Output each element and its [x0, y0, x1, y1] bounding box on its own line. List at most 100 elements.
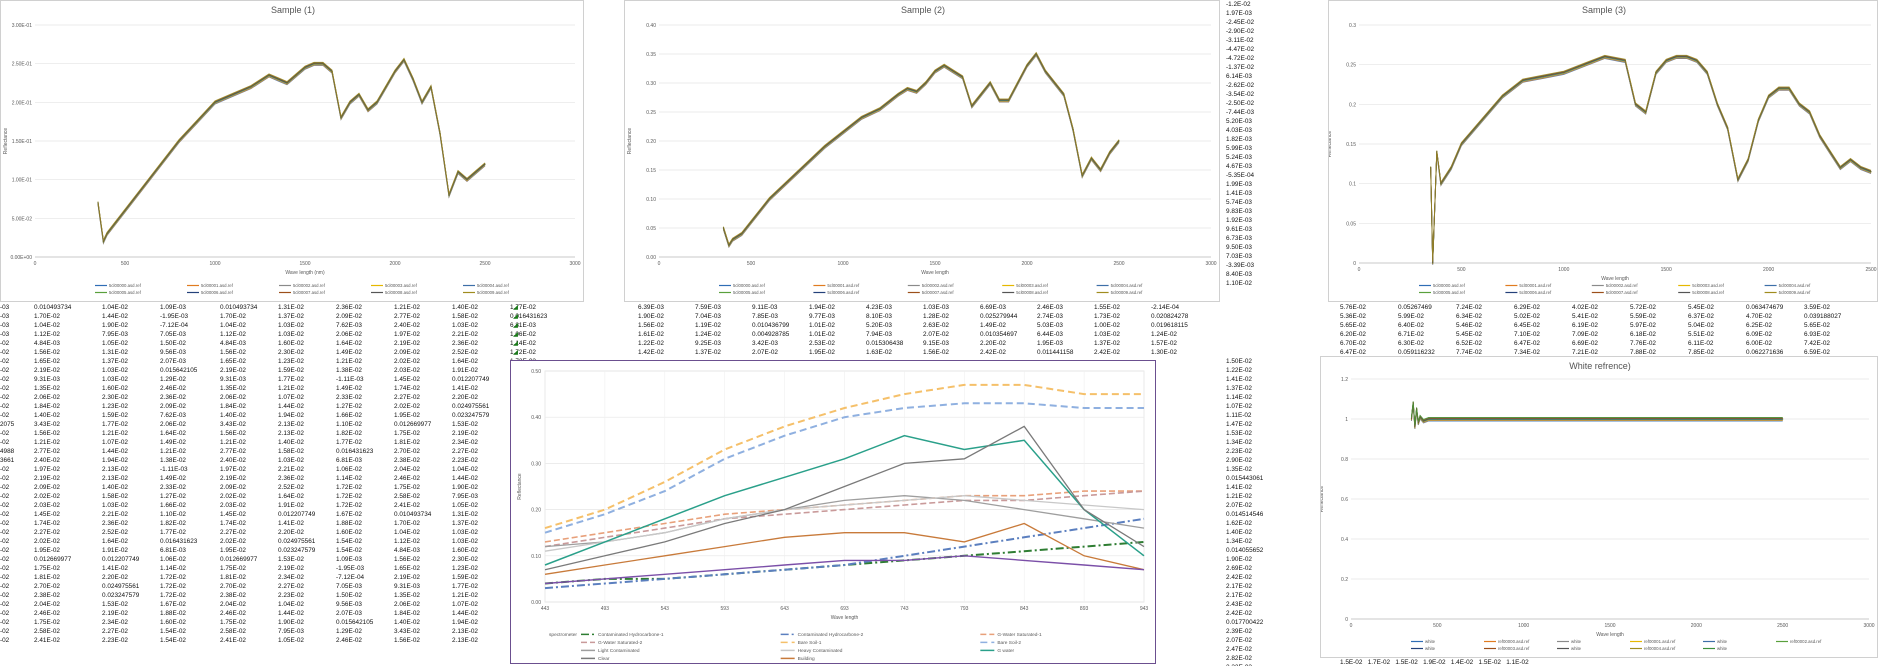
cell[interactable]: 1.64E-02 — [160, 430, 186, 437]
cell[interactable]: 2.04E-02 — [34, 601, 60, 608]
cell[interactable]: 2.77E-02 — [220, 448, 246, 455]
cell[interactable]: 1.53E-02 — [102, 601, 128, 608]
cell[interactable]: -4.72E-02 — [1226, 55, 1255, 62]
cell[interactable]: 2.07E-03 — [336, 610, 362, 617]
cell[interactable]: 1.05E-02 — [102, 340, 128, 347]
cell[interactable]: 1.04E-02 — [102, 304, 128, 311]
cell[interactable]: 2.58E-02 — [394, 493, 420, 500]
cell[interactable]: 1.06E-02 — [160, 556, 186, 563]
cell[interactable]: 1.19E-02 — [695, 322, 721, 329]
chart-sample-3[interactable]: Sample (3) 0 0.05 0.1 0.15 0.2 0.25 0.3 0 500 1000… — [1327, 0, 1878, 302]
cell[interactable]: 1.91E-02 — [102, 547, 128, 554]
cell[interactable]: 0.015642105 — [336, 619, 374, 626]
cell[interactable]: 2.27E-02 — [452, 448, 478, 455]
cell[interactable]: 6.45E-02 — [1514, 322, 1540, 329]
cell[interactable]: -02 — [0, 349, 10, 356]
cell[interactable]: 1.38E-02 — [160, 457, 186, 464]
cell[interactable]: -02 — [0, 412, 10, 419]
cell[interactable]: -02 — [0, 394, 10, 401]
cell[interactable]: 4.02E-02 — [1572, 304, 1598, 311]
cell[interactable]: 2.07E-02 — [1226, 637, 1252, 644]
cell[interactable]: 1.90E-02 — [452, 484, 478, 491]
cell[interactable]: 1.12E-02 — [34, 331, 60, 338]
cell[interactable]: 1.23E-02 — [452, 565, 478, 572]
cell[interactable]: 2.27E-02 — [394, 394, 420, 401]
cell[interactable]: 1.56E-02 — [220, 349, 246, 356]
cell[interactable]: 2.02E-02 — [34, 538, 60, 545]
cell[interactable]: 1.60E-02 — [160, 619, 186, 626]
cell[interactable]: 2.38E-02 — [394, 457, 420, 464]
cell[interactable]: 2.74E-03 — [1037, 313, 1063, 320]
cell[interactable]: 1.95E-02 — [34, 547, 60, 554]
cell[interactable]: 1.23E-02 — [102, 403, 128, 410]
cell[interactable]: 2.46E-02 — [220, 610, 246, 617]
cell[interactable]: 5.99E-02 — [1398, 313, 1424, 320]
cell[interactable]: 1.03E-03 — [923, 304, 949, 311]
cell[interactable]: 1.40E-02 — [278, 439, 304, 446]
cell[interactable]: 7.04E-03 — [695, 313, 721, 320]
cell[interactable]: 1.30E-02 — [1151, 349, 1177, 356]
cell[interactable]: -02 — [0, 358, 10, 365]
cell[interactable]: 8.10E-03 — [866, 313, 892, 320]
cell[interactable]: 6.69E-03 — [980, 304, 1006, 311]
cell[interactable]: 2.21E-02 — [278, 466, 304, 473]
cell[interactable]: -02 — [0, 538, 10, 545]
cell[interactable]: 1.03E-02 — [102, 367, 128, 374]
cell[interactable]: 2.23E-02 — [452, 457, 478, 464]
cell[interactable]: 7.88E-02 — [1630, 349, 1656, 356]
cell[interactable]: 1.91E-02 — [278, 502, 304, 509]
cell[interactable]: 1.41E-02 — [102, 565, 128, 572]
cell[interactable]: 4.84E-03 — [394, 547, 420, 554]
cell[interactable]: 1.75E-02 — [34, 565, 60, 572]
cell[interactable]: 1.35E-02 — [1226, 466, 1252, 473]
cell[interactable]: 9.11E-03 — [752, 304, 778, 311]
cell[interactable]: 9.77E-03 — [809, 313, 835, 320]
cell[interactable]: 9.31E-03 — [34, 376, 60, 383]
cell[interactable]: 2.19E-02 — [34, 367, 60, 374]
cell[interactable]: 1.21E-02 — [102, 430, 128, 437]
cell[interactable]: -03 — [0, 322, 10, 329]
cell[interactable]: 1.94E-02 — [278, 412, 304, 419]
cell[interactable]: 1.03E-02 — [1094, 331, 1120, 338]
cell[interactable]: 2.58E-02 — [220, 628, 246, 635]
cell[interactable]: 0.024975561 — [452, 403, 490, 410]
cell[interactable]: 1.58E-02 — [102, 493, 128, 500]
cell[interactable]: 6.81E-03 — [336, 457, 362, 464]
cell[interactable]: 1.60E-02 — [452, 547, 478, 554]
cell[interactable]: -02 — [0, 556, 10, 563]
cell[interactable]: 0.004928785 — [752, 331, 790, 338]
cell[interactable]: 1.97E-02 — [220, 466, 246, 473]
cell[interactable]: 1.88E-02 — [336, 520, 362, 527]
cell[interactable]: 2.20E-02 — [452, 394, 478, 401]
cell[interactable]: 1.37E-02 — [102, 358, 128, 365]
cell[interactable]: 1.75E-02 — [34, 619, 60, 626]
cell[interactable]: 7.10E-02 — [1514, 331, 1540, 338]
cell[interactable]: 1.10E-02 — [336, 421, 362, 428]
cell[interactable]: -02 — [0, 520, 10, 527]
cell[interactable]: -02 — [0, 367, 10, 374]
cell[interactable]: 1.41E-02 — [1226, 484, 1252, 491]
cell[interactable]: 2.36E-02 — [452, 340, 478, 347]
cell[interactable]: 1.04E-02 — [394, 529, 420, 536]
cell[interactable]: 1.97E-03 — [1226, 10, 1252, 17]
cell[interactable]: 1.49E-02 — [336, 385, 362, 392]
cell[interactable]: 2.46E-03 — [1037, 304, 1063, 311]
cell[interactable]: -02 — [0, 493, 10, 500]
cell[interactable]: 1.44E-02 — [102, 448, 128, 455]
cell[interactable]: 1.35E-02 — [394, 592, 420, 599]
cell[interactable]: 1.04E-02 — [220, 322, 246, 329]
cell[interactable]: 7.95E-03 — [452, 493, 478, 500]
cell[interactable]: 1.56E-02 — [34, 430, 60, 437]
cell[interactable]: 1.29E-02 — [336, 628, 362, 635]
cell[interactable]: 1.06E-02 — [510, 331, 536, 338]
cell[interactable]: 1.21E-02 — [1226, 493, 1252, 500]
cell[interactable]: 1.45E-02 — [220, 511, 246, 518]
cell[interactable]: 1.70E-02 — [34, 313, 60, 320]
cell[interactable]: 1.07E-02 — [102, 439, 128, 446]
cell[interactable]: 2.09E-02 — [336, 313, 362, 320]
cell[interactable]: 1.77E-02 — [510, 304, 536, 311]
cell[interactable]: -2.62E-02 — [1226, 82, 1255, 89]
cell[interactable]: 9.31E-03 — [220, 376, 246, 383]
cell[interactable]: 6.34E-02 — [1456, 313, 1482, 320]
cell[interactable]: 1.94E-02 — [452, 619, 478, 626]
